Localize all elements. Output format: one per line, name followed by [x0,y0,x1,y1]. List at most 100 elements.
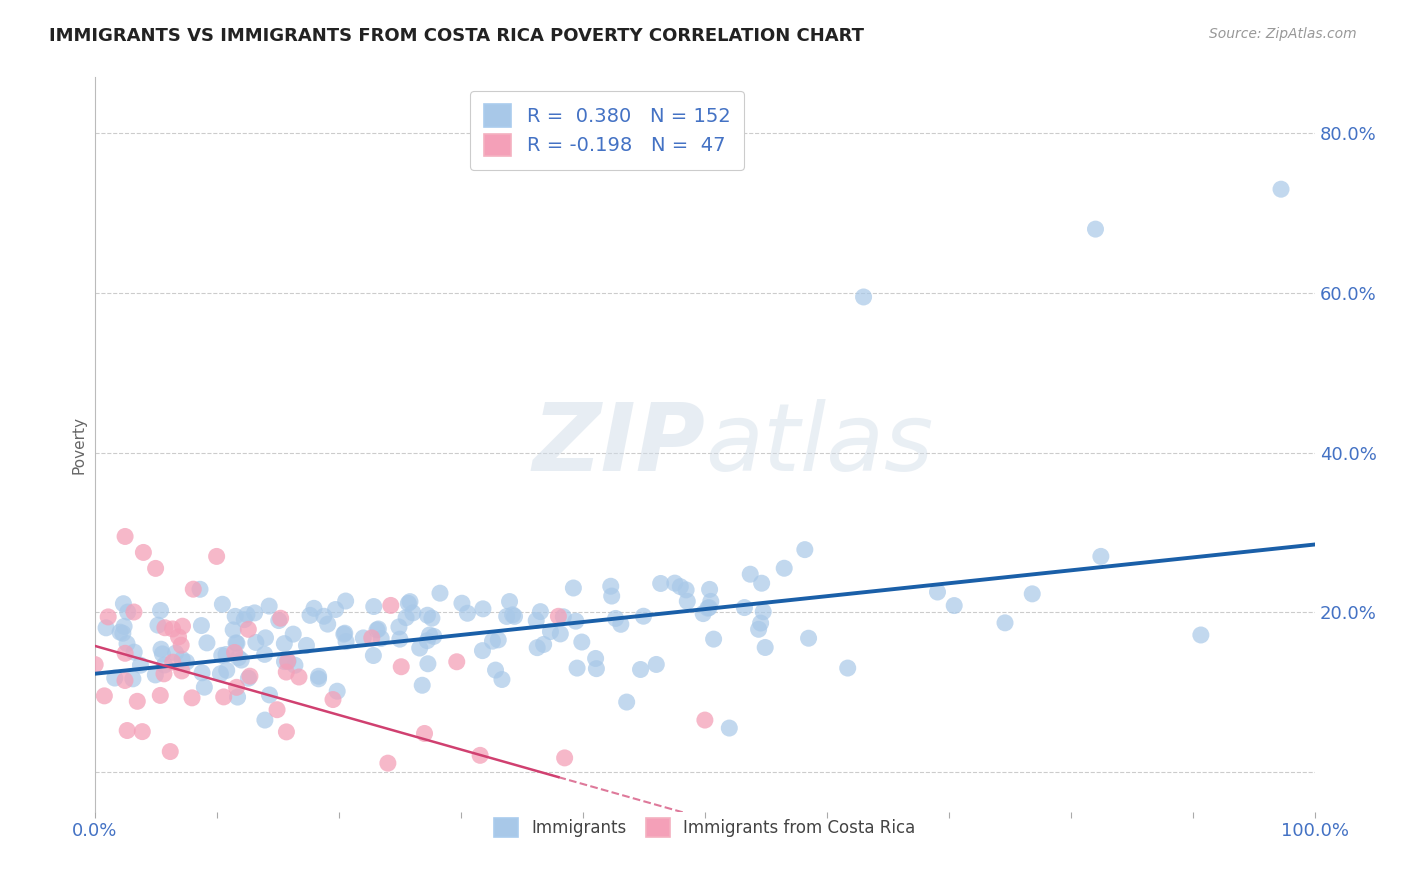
Point [84,657,107,672]
Point [233,613,256,627]
Text: Source: ZipAtlas.com: Source: ZipAtlas.com [1209,27,1357,41]
Point [316,617,339,632]
Point [211,597,233,611]
Point [295,639,318,653]
Point [703,632,725,646]
Point [692,607,714,621]
Point [277,654,299,668]
Point [153,621,176,635]
Point [676,594,699,608]
Point [333,626,356,640]
Point [650,576,672,591]
Point [486,632,509,647]
Point [215,648,238,662]
Text: IMMIGRANTS VS IMMIGRANTS FROM COSTA RICA POVERTY CORRELATION CHART: IMMIGRANTS VS IMMIGRANTS FROM COSTA RICA… [49,27,865,45]
Point [380,599,402,613]
Point [491,673,513,687]
Point [288,670,311,684]
Point [416,633,439,648]
Point [209,666,232,681]
Point [751,576,773,591]
Point [633,609,655,624]
Point [420,611,443,625]
Point [143,668,166,682]
Point [308,672,330,686]
Point [797,631,820,645]
Point [238,671,260,685]
Point [749,616,772,631]
Point [165,646,187,660]
Point [664,576,686,591]
Point [211,648,233,663]
Point [193,680,215,694]
Point [212,690,235,704]
Point [524,614,547,628]
Point [718,721,741,735]
Point [495,609,517,624]
Point [302,601,325,615]
Point [503,609,526,624]
Point [122,605,145,619]
Point [114,529,136,543]
Point [195,636,218,650]
Point [943,599,966,613]
Point [529,605,551,619]
Point [752,605,775,619]
Point [411,678,433,692]
Point [396,596,419,610]
Point [325,602,347,616]
Point [129,658,152,673]
Point [162,622,184,636]
Point [172,652,194,666]
Point [225,681,247,695]
Point [239,669,262,683]
Point [699,582,721,597]
Point [1084,222,1107,236]
Point [225,636,247,650]
Point [335,634,357,648]
Point [170,664,193,678]
Point [550,627,572,641]
Point [112,597,135,611]
Point [111,626,134,640]
Point [222,623,245,637]
Point [322,692,344,706]
Point [1021,587,1043,601]
Point [927,585,949,599]
Point [326,684,349,698]
Point [231,653,253,667]
Point [377,756,399,771]
Point [471,643,494,657]
Point [585,662,607,676]
Point [1189,628,1212,642]
Point [153,666,176,681]
Point [388,620,411,634]
Point [599,579,621,593]
Point [370,632,392,646]
Point [363,599,385,614]
Point [456,607,478,621]
Point [471,602,494,616]
Point [360,631,382,645]
Point [188,582,211,597]
Point [389,659,412,673]
Point [502,607,524,622]
Point [149,603,172,617]
Point [740,567,762,582]
Point [1270,182,1292,196]
Point [245,635,267,649]
Point [115,723,138,738]
Point [152,647,174,661]
Point [333,627,356,641]
Point [733,600,755,615]
Point [205,549,228,564]
Point [409,641,432,656]
Point [423,629,446,643]
Point [238,623,260,637]
Point [228,650,250,665]
Point [150,642,173,657]
Point [554,751,576,765]
Point [167,630,190,644]
Point [526,640,548,655]
Point [122,672,145,686]
